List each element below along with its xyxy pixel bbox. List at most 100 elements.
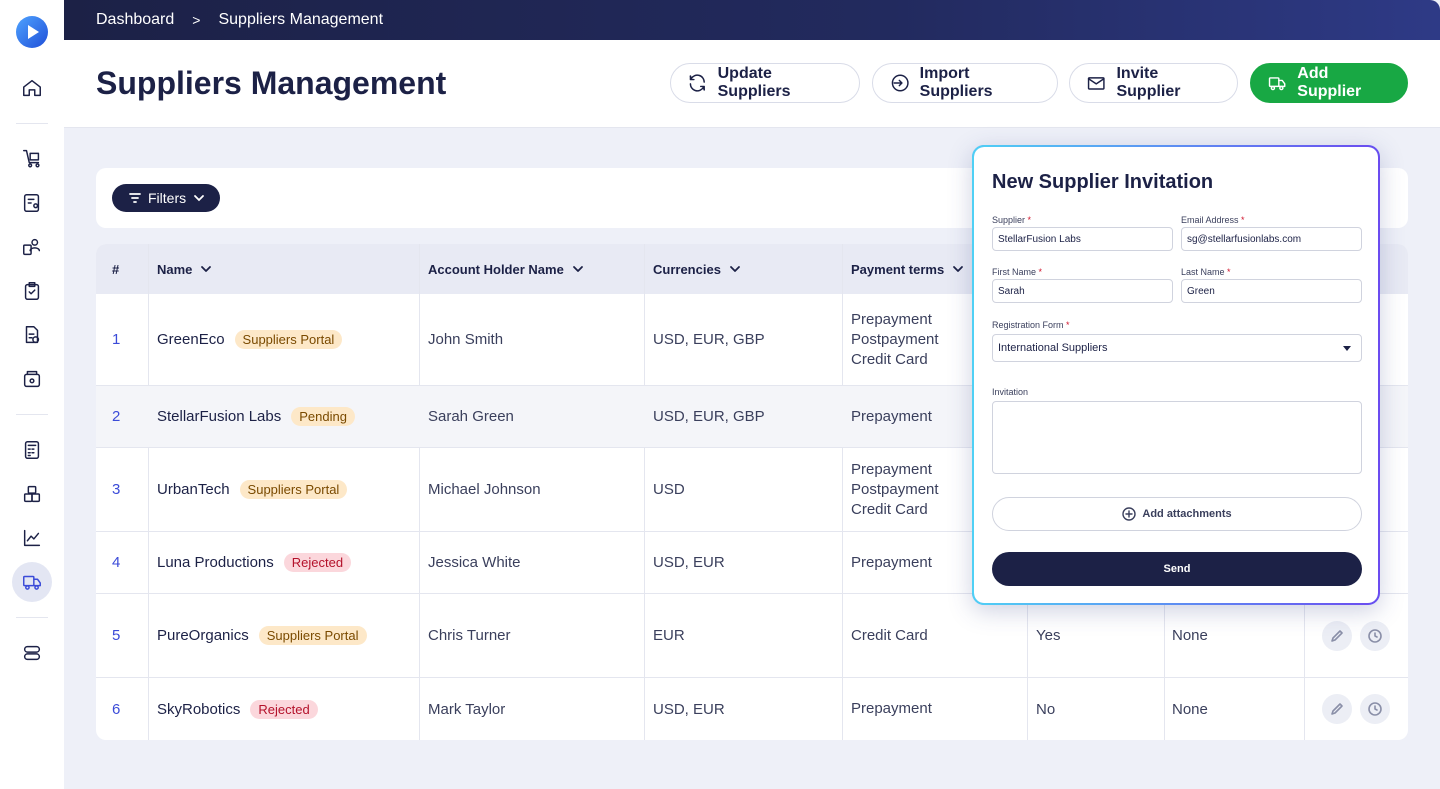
col6-value: Yes <box>1036 627 1061 644</box>
supplier-name: PureOrganics Suppliers Portal <box>157 594 367 677</box>
toggle-settings-icon[interactable] <box>12 633 52 673</box>
account-holder: Mark Taylor <box>428 700 506 718</box>
table-row[interactable]: 3 UrbanTech Suppliers Portal Michael John… <box>96 448 1408 532</box>
registration-form-select[interactable]: International Suppliers <box>992 334 1362 362</box>
table-row[interactable]: 4 Luna Productions Rejected Jessica White… <box>96 532 1408 594</box>
chart-line-icon[interactable] <box>12 518 52 558</box>
update-suppliers-button[interactable]: Update Suppliers <box>670 63 860 103</box>
new-supplier-invitation-modal: New Supplier Invitation Supplier * Stell… <box>972 145 1380 605</box>
clipboard-check-icon[interactable] <box>12 271 52 311</box>
page-title: Suppliers Management <box>96 65 447 101</box>
cart-icon[interactable] <box>12 138 52 178</box>
currencies: USD, EUR <box>653 700 725 718</box>
col-header-payment-terms[interactable]: Payment terms <box>851 244 964 294</box>
status-badge: Pending <box>291 407 355 426</box>
account-holder: Jessica White <box>428 554 521 571</box>
supplier-label: Supplier * <box>992 215 1032 225</box>
supplier-field[interactable]: StellarFusion Labs <box>992 227 1173 251</box>
nav-divider <box>16 414 48 415</box>
truck-icon[interactable] <box>12 562 52 602</box>
first-name-field[interactable]: Sarah <box>992 279 1173 303</box>
row-number: 6 <box>112 700 121 718</box>
import-suppliers-button[interactable]: Import Suppliers <box>872 63 1058 103</box>
clock-icon <box>1368 702 1382 716</box>
filters-label: Filters <box>148 190 187 206</box>
chevron-down-icon <box>194 195 205 202</box>
add-supplier-button[interactable]: Add Supplier <box>1250 63 1408 103</box>
nav-divider <box>16 123 48 124</box>
breadcrumb-root[interactable]: Dashboard <box>96 11 175 28</box>
table-row[interactable]: 5 PureOrganics Suppliers Portal Chris Tur… <box>96 594 1408 678</box>
chevron-down-icon <box>201 266 212 272</box>
sidebar <box>0 0 64 789</box>
calculator-icon[interactable] <box>12 430 52 470</box>
column-divider <box>842 244 843 740</box>
page-header: Suppliers Management Update Suppliers Im… <box>64 40 1440 128</box>
filters-button[interactable]: Filters <box>112 184 221 212</box>
registration-form-label: Registration Form * <box>992 320 1070 330</box>
currencies: USD, EUR, GBP <box>653 331 765 348</box>
refresh-icon <box>689 74 705 92</box>
status-badge: Rejected <box>283 553 352 572</box>
currencies: USD, EUR, GBP <box>653 408 765 425</box>
document-user-icon[interactable] <box>12 183 52 223</box>
pencil-icon <box>1331 703 1343 715</box>
envelope-icon <box>1087 77 1105 90</box>
invitation-textarea[interactable] <box>992 401 1362 474</box>
row-number: 1 <box>112 331 121 348</box>
table-row[interactable]: 1 GreenEco Suppliers Portal John Smith US… <box>96 294 1408 386</box>
row-number: 3 <box>112 481 121 498</box>
col7-value: None <box>1172 627 1208 644</box>
last-name-field[interactable]: Green <box>1181 279 1362 303</box>
home-icon[interactable] <box>12 68 52 108</box>
payment-terms: Prepayment <box>851 407 932 425</box>
play-logo-icon <box>28 25 39 39</box>
col-header-name[interactable]: Name <box>157 244 212 294</box>
update-suppliers-label: Update Suppliers <box>717 65 791 100</box>
file-check-icon[interactable] <box>12 315 52 355</box>
send-button[interactable]: Send <box>992 552 1362 586</box>
col-header-account-holder[interactable]: Account Holder Name <box>428 244 584 294</box>
chevron-down-icon <box>953 266 964 272</box>
supplier-name: SkyRobotics Rejected <box>157 678 318 740</box>
account-holder: John Smith <box>428 331 504 348</box>
boxes-icon[interactable] <box>12 474 52 514</box>
col-header-number: # <box>112 261 120 277</box>
invite-supplier-button[interactable]: Invite Supplier <box>1069 63 1238 103</box>
breadcrumb-separator: > <box>192 12 201 28</box>
app-logo[interactable] <box>16 16 48 48</box>
wallet-icon[interactable] <box>12 359 52 399</box>
col7-value: None <box>1172 700 1208 718</box>
history-button[interactable] <box>1360 694 1390 724</box>
email-field[interactable]: sg@stellarfusionlabs.com <box>1181 227 1362 251</box>
currencies: EUR <box>653 627 685 644</box>
currencies: USD, EUR <box>653 554 725 571</box>
users-icon[interactable] <box>12 227 52 267</box>
invitation-label: Invitation <box>992 387 1029 397</box>
registration-form-value: International Suppliers <box>998 342 1108 354</box>
table-row[interactable]: 6 SkyRobotics Rejected Mark Taylor USD, E… <box>96 678 1408 740</box>
filter-icon <box>129 193 141 203</box>
col-header-currencies[interactable]: Currencies <box>653 244 741 294</box>
breadcrumb: Dashboard > Suppliers Management <box>64 0 1440 40</box>
history-button[interactable] <box>1360 621 1390 651</box>
last-name-label: Last Name * <box>1181 267 1231 277</box>
account-holder: Chris Turner <box>428 627 511 644</box>
payment-terms: Prepayment Postpayment Credit Card <box>851 310 939 368</box>
supplier-name: GreenEco Suppliers Portal <box>157 294 343 385</box>
add-attachments-button[interactable]: Add attachments <box>992 497 1362 531</box>
supplier-name: StellarFusion Labs Pending <box>157 386 355 447</box>
row-number: 5 <box>112 627 121 644</box>
import-icon <box>891 74 909 92</box>
plus-circle-icon <box>1122 507 1137 521</box>
chevron-down-icon <box>730 266 740 272</box>
status-badge: Suppliers Portal <box>258 626 367 645</box>
edit-button[interactable] <box>1322 621 1352 651</box>
edit-button[interactable] <box>1322 694 1352 724</box>
account-holder: Sarah Green <box>428 408 514 425</box>
caret-down-icon <box>1343 346 1351 351</box>
supplier-name: Luna Productions Rejected <box>157 532 352 593</box>
import-suppliers-label: Import Suppliers <box>919 65 993 100</box>
breadcrumb-current: Suppliers Management <box>218 11 384 28</box>
supplier-name: UrbanTech Suppliers Portal <box>157 448 348 531</box>
